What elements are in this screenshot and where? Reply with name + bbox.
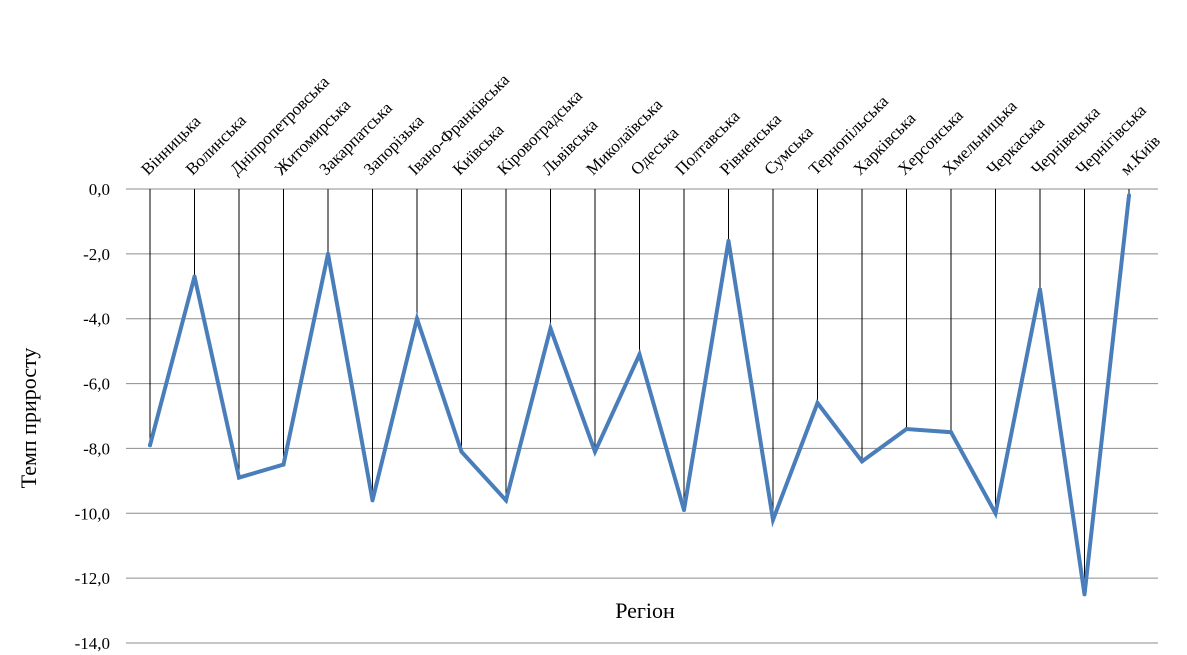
series-group [148,193,1131,597]
data-point [637,352,642,357]
data-point [1082,592,1087,597]
y-tick-label: -8,0 [83,439,110,458]
data-point [815,401,820,406]
data-point [993,511,998,516]
x-axis-title: Регіон [615,598,675,623]
data-point [1127,193,1131,198]
y-tick-label: -4,0 [83,310,110,329]
data-point [326,251,330,256]
data-point [415,316,419,321]
data-point [370,498,375,503]
data-point [726,238,731,243]
drop-lines [149,189,1130,595]
data-point [593,449,597,454]
data-point [148,443,152,448]
data-point [682,508,686,513]
data-point [192,274,197,279]
y-tick-label: -12,0 [75,569,110,588]
data-point [904,426,909,431]
data-point [504,498,508,503]
data-point [237,475,241,480]
data-point [548,326,553,331]
category-labels: ВінницькаВолинськаДніпропетровськаЖитоми… [137,70,1164,179]
y-tick-label: -10,0 [75,504,110,523]
y-tick-labels: 0,0 -2,0 -4,0 -6,0 -8,0 -10,0 -12,0 -14,0 [75,180,110,653]
category-label: Миколаївська [582,95,666,179]
y-tick-label: -14,0 [75,634,110,653]
data-point [459,449,464,454]
data-point [771,517,775,522]
data-point [281,462,286,467]
y-tick-label: -2,0 [83,245,110,264]
y-tick-label: -6,0 [83,375,110,394]
data-point [1038,287,1042,292]
data-point [860,459,864,464]
gridlines [126,188,1158,644]
y-tick-label: 0,0 [89,180,110,199]
data-point [949,430,953,435]
y-axis-title: Темп приросту [16,348,41,489]
